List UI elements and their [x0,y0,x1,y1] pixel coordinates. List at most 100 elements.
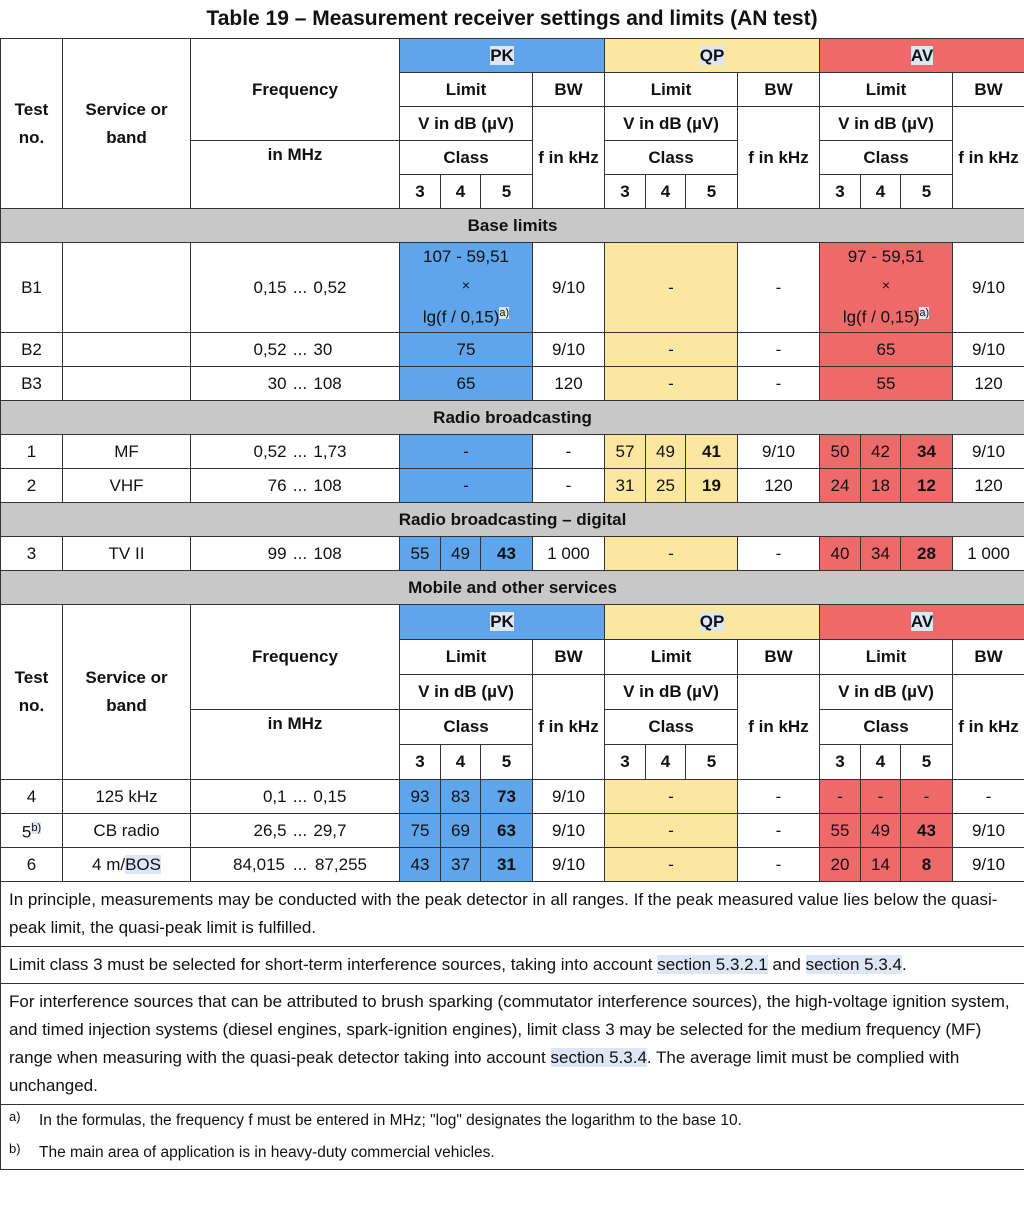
pk-limit: 75 [399,332,533,367]
section-mobile: Mobile and other services [0,570,1024,605]
limits-table: Test no. Service or band Frequency PK QP… [0,38,1024,1170]
header-pk-unit: V in dB (µV) [399,106,533,141]
section-link[interactable]: section 5.3.2.1 [657,955,768,974]
pk-bw: - [532,468,605,503]
note-brush-sparking: For interference sources that can be att… [0,983,1024,1105]
qp-limit: - [604,536,738,571]
qp-limit: - [604,332,738,367]
av-class-5: - [900,779,953,814]
qp-bw: - [737,366,820,401]
qp-class-4: 25 [645,468,686,503]
pk-class-5: 31 [480,847,533,882]
header-qp-bw-unit: f in kHz [737,106,820,209]
qp-bw: 9/10 [737,434,820,469]
section-base-limits: Base limits [0,208,1024,243]
section-radio-broadcasting: Radio broadcasting [0,400,1024,435]
qp-bw: - [737,332,820,367]
pk-bw: 9/10 [532,813,605,848]
section-link[interactable]: section 5.3.4 [550,1048,647,1067]
class-3: 3 [604,744,646,780]
header-test-no: Test no. [0,604,63,780]
av-bw: 120 [951,366,1024,401]
header-pk-bw: BW [532,72,605,107]
header-in-mhz: in MHz [190,140,400,209]
frequency-range: 99... 108 [190,536,400,571]
frequency-range: 26,5... 29,7 [190,813,400,848]
header-service: Service or band [62,604,191,780]
service [62,366,191,401]
footnote-a: a) In the formulas, the frequency f must … [0,1104,1024,1137]
class-5: 5 [480,744,533,780]
test-no: B3 [0,366,63,401]
av-bw: 9/10 [951,242,1024,333]
header-av-limit: Limit [819,72,953,107]
av-class-4: 14 [860,847,901,882]
note-limit-class-3: Limit class 3 must be selected for short… [0,946,1024,984]
av-class-5: 12 [900,468,953,503]
table-row: 5b) CB radio 26,5... 29,7 75 69 63 9/10 -… [0,813,1024,848]
qp-class-5: 41 [685,434,738,469]
table-row: 3 TV II 99... 108 55 49 43 1 000 - - 40 3… [0,536,1024,571]
av-limit: 55 [819,366,953,401]
header-pk: PK [399,604,605,640]
av-bw: 1 000 [951,536,1024,571]
pk-bw: - [532,434,605,469]
qp-limit: - [604,242,738,333]
class-4: 4 [440,174,481,209]
header-qp: QP [604,604,820,640]
header-frequency: Frequency [190,604,400,710]
av-class-3: 24 [819,468,861,503]
pk-bw: 9/10 [532,847,605,882]
pk-class-5: 63 [480,813,533,848]
qp-bw: - [737,813,820,848]
av-bw: 9/10 [951,332,1024,367]
service: TV II [62,536,191,571]
header-qp-limit: Limit [604,639,738,675]
header-av-unit: V in dB (µV) [819,674,953,710]
table-row: 2 VHF 76... 108 - - 31 25 19 120 24 18 12… [0,468,1024,503]
test-no: 1 [0,434,63,469]
note-peak-detector: In principle, measurements may be conduc… [0,881,1024,947]
class-4: 4 [645,174,686,209]
class-5: 5 [685,744,738,780]
pk-class-4: 49 [440,536,481,571]
av-limit-formula: 97 - 59,51 × lg(f / 0,15)a) [819,242,953,333]
header-qp-bw: BW [737,72,820,107]
service: 4 m/BOS [62,847,191,882]
class-3: 3 [819,174,861,209]
av-class-5: 28 [900,536,953,571]
qp-class-3: 57 [604,434,646,469]
table-title: Table 19 – Measurement receiver settings… [206,7,818,30]
class-4: 4 [440,744,481,780]
class-5: 5 [685,174,738,209]
service: VHF [62,468,191,503]
class-3: 3 [819,744,861,780]
header-qp-class: Class [604,140,738,175]
service [62,242,191,333]
av-class-3: 55 [819,813,861,848]
header-qp-unit: V in dB (µV) [604,106,738,141]
pk-class-3: 55 [399,536,441,571]
qp-bw: - [737,847,820,882]
header-av-unit: V in dB (µV) [819,106,953,141]
class-3: 3 [399,174,441,209]
pk-limit-formula: 107 - 59,51 × lg(f / 0,15)a) [399,242,533,333]
header-av-limit: Limit [819,639,953,675]
service: 125 kHz [62,779,191,814]
av-class-5: 34 [900,434,953,469]
section-link[interactable]: section 5.3.4 [805,955,902,974]
frequency-range: 76... 108 [190,468,400,503]
test-no: B1 [0,242,63,333]
av-bw: 9/10 [951,434,1024,469]
header-pk-unit: V in dB (µV) [399,674,533,710]
class-5: 5 [900,744,953,780]
table-row: B2 0,52... 30 75 9/10 - - 65 9/10 [0,332,1024,367]
header-pk: PK [399,38,605,73]
pk-class-4: 69 [440,813,481,848]
pk-bw: 9/10 [532,332,605,367]
test-no: 4 [0,779,63,814]
header-av-bw: BW [951,72,1024,107]
class-5: 5 [900,174,953,209]
qp-bw: - [737,242,820,333]
qp-bw: - [737,536,820,571]
